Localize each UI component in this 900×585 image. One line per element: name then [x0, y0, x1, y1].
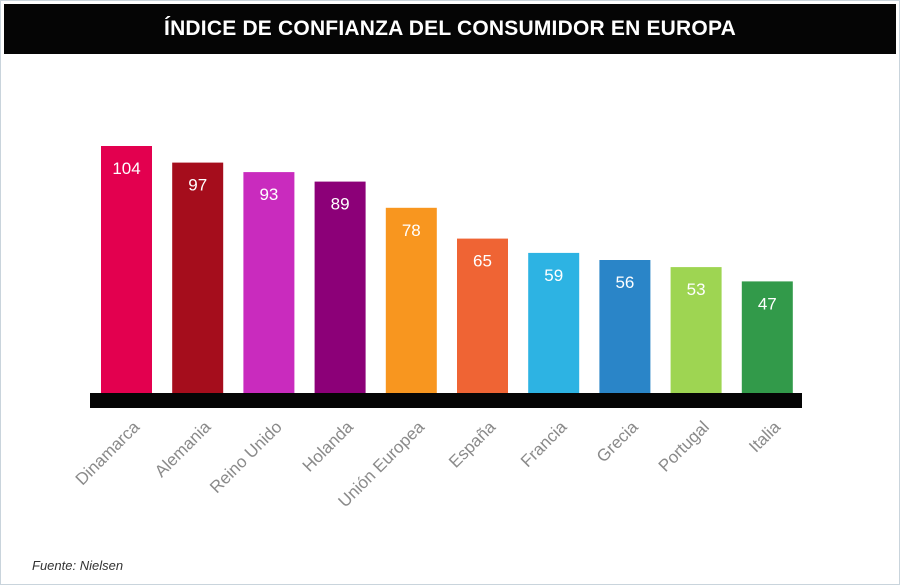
- category-label-7: Grecia: [593, 417, 642, 466]
- value-label-4: 78: [402, 221, 421, 240]
- chart-title: ÍNDICE DE CONFIANZA DEL CONSUMIDOR EN EU…: [164, 17, 736, 40]
- value-label-9: 47: [758, 294, 777, 313]
- bar-1: [172, 162, 224, 393]
- bar-3: [314, 181, 366, 393]
- category-label-8: Portugal: [655, 417, 713, 475]
- value-label-2: 93: [259, 185, 278, 204]
- value-label-7: 56: [615, 273, 634, 292]
- category-label-6: Francia: [517, 417, 571, 471]
- bar-0: [101, 146, 152, 393]
- bar-8: [670, 267, 722, 393]
- category-label-1: Alemania: [151, 417, 215, 481]
- bar-4: [385, 207, 437, 394]
- category-label-3: Holanda: [299, 417, 358, 476]
- category-label-5: España: [445, 417, 500, 472]
- source-note: Fuente: Nielsen: [32, 558, 124, 573]
- value-label-6: 59: [544, 266, 563, 285]
- bar-5: [457, 238, 508, 393]
- bar-6: [528, 252, 580, 393]
- value-label-3: 89: [331, 195, 350, 214]
- category-label-0: Dinamarca: [72, 417, 144, 489]
- value-label-8: 53: [687, 280, 706, 299]
- category-label-9: Italia: [745, 417, 784, 456]
- value-label-0: 104: [112, 159, 140, 178]
- title-bar: ÍNDICE DE CONFIANZA DEL CONSUMIDOR EN EU…: [4, 4, 896, 54]
- bar-9: [741, 281, 793, 393]
- x-axis-band: [90, 393, 802, 408]
- bar-7: [599, 260, 651, 393]
- value-label-5: 65: [473, 252, 492, 271]
- bar-2: [243, 172, 295, 393]
- value-label-1: 97: [188, 176, 207, 195]
- category-label-2: Reino Unido: [206, 417, 286, 497]
